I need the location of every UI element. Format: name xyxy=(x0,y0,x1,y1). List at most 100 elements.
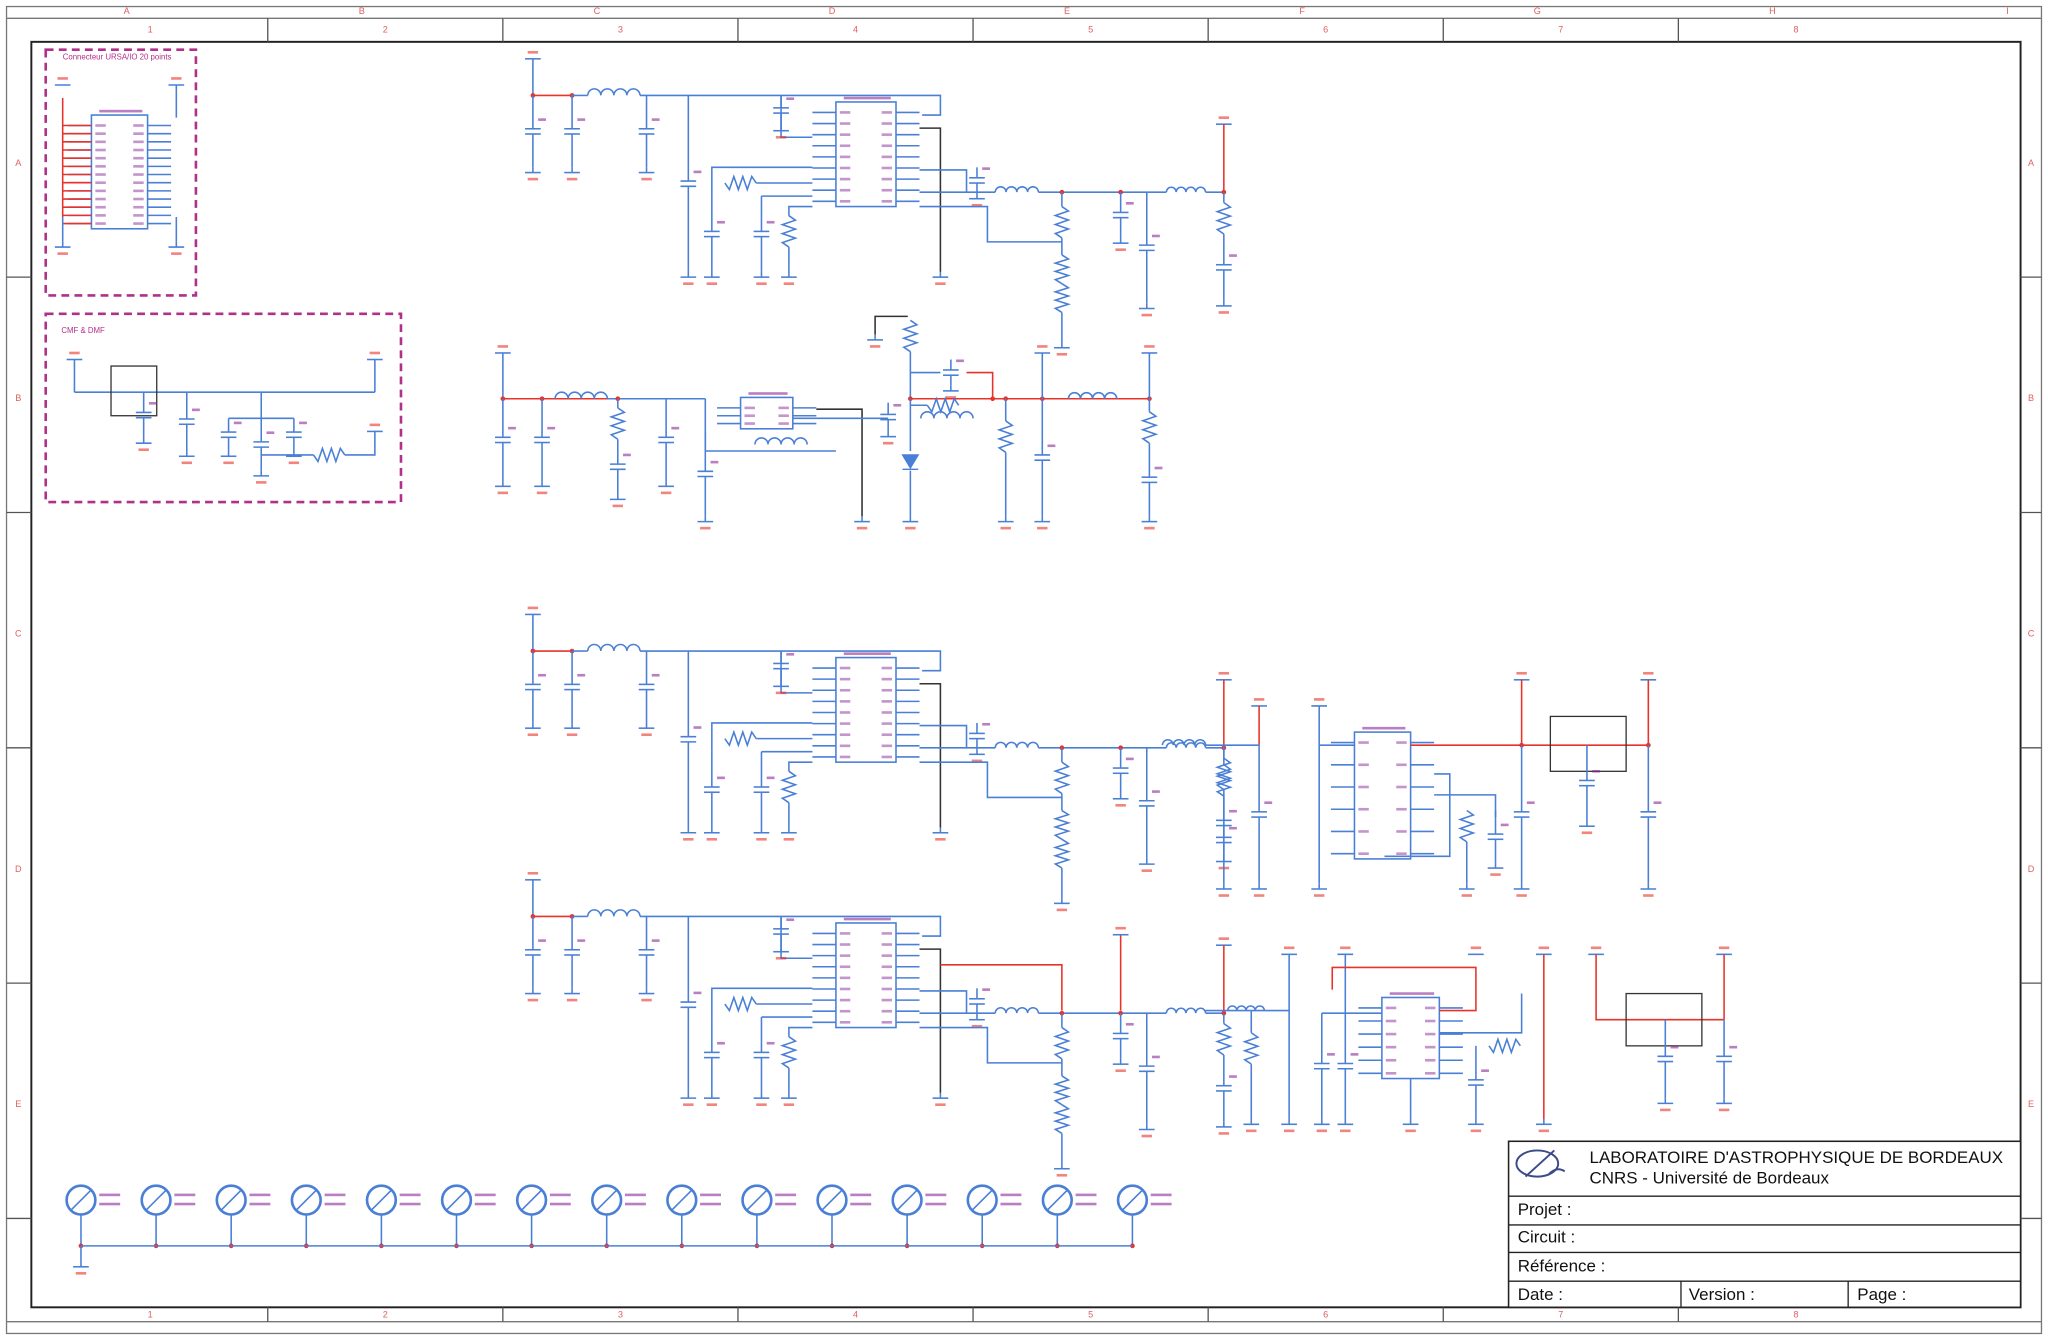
part-label xyxy=(717,1041,725,1045)
column-number: 7 xyxy=(1558,24,1563,34)
pin-label xyxy=(1358,852,1369,855)
ic-label xyxy=(1389,992,1435,995)
pin-label xyxy=(95,173,106,176)
pin-label xyxy=(881,122,893,125)
section-label: CMF & DMF xyxy=(61,326,105,335)
part-label xyxy=(233,421,242,425)
ground-label xyxy=(566,733,578,737)
wire xyxy=(1457,809,1476,843)
pin-label xyxy=(839,166,851,170)
pin-label xyxy=(839,144,851,148)
institution: CNRS - Université de Bordeaux xyxy=(1590,1169,1830,1188)
part-label xyxy=(299,421,307,425)
pin-label xyxy=(133,189,144,193)
ground-label xyxy=(57,252,68,255)
row-letter: B xyxy=(2028,393,2034,403)
part-label xyxy=(1000,1193,1022,1197)
pin-label xyxy=(95,197,106,201)
ground-label xyxy=(971,1024,983,1028)
pin-label xyxy=(839,711,851,714)
net-label xyxy=(497,345,509,348)
section-label: Connecteur URSA/IO 20 points xyxy=(63,53,172,62)
pin-label xyxy=(778,406,789,410)
wire xyxy=(1052,1026,1071,1060)
pin-label xyxy=(839,943,851,946)
net-label xyxy=(1538,946,1550,950)
ground-label xyxy=(1490,873,1501,876)
part-label xyxy=(1000,1202,1022,1206)
pin-label xyxy=(1385,1058,1397,1062)
column-number: 6 xyxy=(1323,24,1328,34)
net-label xyxy=(1253,698,1265,701)
column-number: 2 xyxy=(383,24,388,34)
pin-label xyxy=(881,144,893,148)
pin-label xyxy=(881,111,893,114)
pin-label xyxy=(1424,1058,1436,1062)
part-label xyxy=(1229,1075,1237,1078)
ground-label xyxy=(527,177,539,181)
field-label: Page : xyxy=(1857,1285,1906,1304)
pin-label xyxy=(95,214,106,217)
ic-label xyxy=(99,109,143,113)
inductor xyxy=(754,437,808,445)
part-label xyxy=(1327,1053,1335,1056)
column-number: 8 xyxy=(1793,24,1798,34)
pin-label xyxy=(1396,741,1407,744)
ground-label xyxy=(641,998,652,1002)
part-label xyxy=(624,1202,646,1206)
ground-label xyxy=(536,491,548,495)
wire xyxy=(966,371,994,399)
inductor xyxy=(994,186,1040,193)
part-label xyxy=(538,939,546,942)
pin-label xyxy=(881,1009,893,1013)
part-label xyxy=(538,673,546,677)
pin-label xyxy=(839,1021,851,1024)
wire xyxy=(595,1189,618,1212)
pin-label xyxy=(95,148,106,152)
part-label xyxy=(786,97,795,101)
pin-label xyxy=(1424,1019,1436,1023)
pin-label xyxy=(778,414,789,418)
ground-label xyxy=(775,135,787,139)
inner-frame xyxy=(30,40,2022,1309)
column-number: 2 xyxy=(383,1310,388,1320)
part-label xyxy=(99,1193,121,1197)
ic xyxy=(90,114,149,230)
wire xyxy=(1052,761,1071,795)
pin-label xyxy=(881,755,893,759)
part-label xyxy=(1075,1193,1097,1197)
net-label xyxy=(1283,946,1295,950)
pin-label xyxy=(133,214,144,217)
column-number: 1 xyxy=(148,24,153,34)
wire xyxy=(1052,254,1072,285)
transistor xyxy=(110,365,158,417)
ground-label xyxy=(660,491,672,495)
ground-label xyxy=(1115,1069,1126,1072)
row-letter: E xyxy=(2028,1099,2034,1109)
wire xyxy=(520,1189,543,1212)
column-number: 4 xyxy=(853,24,858,34)
field-label: Projet : xyxy=(1518,1200,1572,1219)
regulator xyxy=(1625,992,1703,1047)
diode xyxy=(901,454,920,470)
pin-label xyxy=(1385,1032,1397,1036)
part-label xyxy=(577,118,586,121)
part-label xyxy=(1152,1055,1160,1059)
logo xyxy=(1524,1149,1566,1178)
part-label xyxy=(775,1193,797,1197)
inductor xyxy=(994,1007,1040,1014)
junction xyxy=(1130,1243,1135,1249)
pin-label xyxy=(133,140,144,144)
part-label xyxy=(1500,823,1509,827)
inductor xyxy=(994,741,1040,748)
net-label xyxy=(1218,937,1230,940)
part-label xyxy=(1150,1193,1172,1197)
wire xyxy=(919,1026,1062,1064)
part-label xyxy=(1229,826,1237,830)
column-number: 3 xyxy=(618,1310,623,1320)
pin-label xyxy=(95,124,106,127)
part-label xyxy=(547,426,556,430)
ground-label xyxy=(683,282,694,285)
ground-label xyxy=(612,504,624,508)
